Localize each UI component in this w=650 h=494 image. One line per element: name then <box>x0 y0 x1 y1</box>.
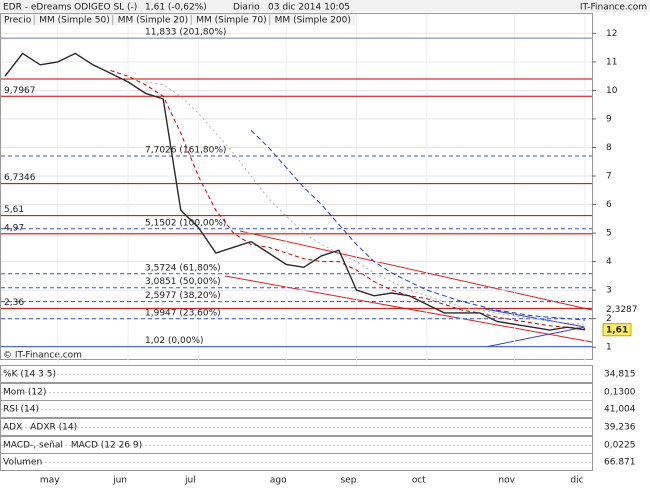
panel-label: RSI (14) <box>3 405 39 415</box>
quote: 1,61 (-0,62%) <box>145 3 207 13</box>
panel-value: 0,1300 <box>604 388 636 398</box>
price-box <box>602 323 632 337</box>
legend-bg <box>1 14 356 25</box>
copyright: © IT-Finance.com <box>3 351 82 361</box>
x-tick-label: jul <box>184 476 196 486</box>
panel-value: 66.871 <box>604 458 636 468</box>
panel-value: 0,0225 <box>604 441 636 451</box>
trend-line <box>484 326 586 348</box>
level-label: 4,97 <box>4 223 24 233</box>
level-label: 7,7026 (161,80%) <box>145 145 226 155</box>
period: Diario <box>233 3 260 13</box>
x-tick-label: nov <box>498 476 515 486</box>
y-tick-label: 10 <box>606 86 618 96</box>
title: EDR - eDreams ODIGEO SL (-) <box>3 3 137 13</box>
y-tick-label: 2 <box>606 314 612 324</box>
trend-line <box>239 230 593 311</box>
panel-label: ADX <box>3 423 22 433</box>
date: 03 dic 2014 10:05 <box>268 3 350 13</box>
panel-value: 39,236 <box>604 423 636 433</box>
x-tick-label: jun <box>112 476 127 486</box>
legend-entry: MM (Simple 70) <box>196 16 266 26</box>
x-tick-label: sep <box>341 476 357 486</box>
level-label: 2,5977 (38,20%) <box>145 291 221 301</box>
level-label: 3,5724 (61,80%) <box>145 263 221 273</box>
panel-label: %K (14 3 5) <box>3 370 56 380</box>
y-tick-label: 12 <box>606 29 617 39</box>
legend-entry: MM (Simple 200) <box>275 16 351 26</box>
panel-value: 34,815 <box>604 370 636 380</box>
x-tick-label: dic <box>570 476 583 486</box>
panel-label: ADXR (14) <box>30 423 77 433</box>
level-label: 1,02 (0,00%) <box>145 336 204 346</box>
y-tick-label: 8 <box>606 143 612 153</box>
legend-entry: MM (Simple 50) <box>39 16 109 26</box>
panel-frame <box>0 418 593 436</box>
header-bar <box>0 0 650 12</box>
series-line <box>4 52 586 331</box>
price-label: 2,3287 <box>606 305 638 315</box>
series-line <box>250 130 586 321</box>
y-tick-label: 9 <box>606 114 612 124</box>
panel-label: Volumen <box>3 458 42 468</box>
trend-line <box>484 308 586 328</box>
x-tick-label: ago <box>270 476 287 486</box>
panel-frame <box>0 400 593 418</box>
y-tick-label: 1 <box>606 343 612 353</box>
level-label: 5,1502 (100,00%) <box>145 218 226 228</box>
x-tick-label: oct <box>412 476 426 486</box>
level-label: 5,61 <box>4 205 24 215</box>
level-label: 3,0851 (50,00%) <box>145 277 221 287</box>
panel-label: MACD-, señal <box>3 441 63 451</box>
main-frame <box>0 13 593 360</box>
level-label: 9,7967 <box>4 86 36 96</box>
price-label: 1,61 <box>606 325 628 335</box>
level-label: 1,9947 (23,60%) <box>145 308 221 318</box>
level-label: 2,36 <box>4 298 24 308</box>
y-tick-label: 5 <box>606 229 612 239</box>
level-label: 6,7346 <box>4 173 36 183</box>
y-tick-label: 3 <box>606 286 612 296</box>
legend-entry: Precio <box>4 16 32 26</box>
source: IT-Finance.com <box>580 3 647 13</box>
panel-value: 41,004 <box>604 405 636 415</box>
panel-label: MACD (12 26 9) <box>71 441 142 451</box>
y-tick-label: 4 <box>606 257 612 267</box>
y-tick-label: 6 <box>606 200 612 210</box>
y-tick-label: 11 <box>606 57 617 67</box>
y-tick-label: 7 <box>606 172 612 182</box>
level-label: 11,833 (201,80%) <box>145 28 226 38</box>
panel-frame <box>0 365 593 383</box>
x-tick-label: may <box>40 476 60 486</box>
panel-label: Mom (12) <box>3 388 46 398</box>
panel-frame <box>0 453 593 471</box>
legend-entry: MM (Simple 20) <box>118 16 188 26</box>
